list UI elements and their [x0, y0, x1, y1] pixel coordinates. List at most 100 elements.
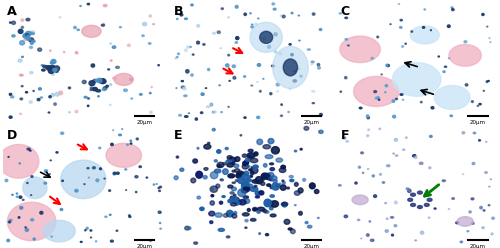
Ellipse shape	[234, 169, 240, 173]
Ellipse shape	[102, 88, 106, 91]
Ellipse shape	[473, 132, 476, 134]
Ellipse shape	[152, 24, 154, 25]
Ellipse shape	[250, 175, 252, 177]
Ellipse shape	[305, 221, 308, 224]
Ellipse shape	[226, 210, 233, 217]
Ellipse shape	[362, 172, 364, 173]
Ellipse shape	[394, 201, 398, 204]
Ellipse shape	[276, 83, 280, 86]
Ellipse shape	[110, 60, 112, 61]
Ellipse shape	[98, 147, 100, 149]
Ellipse shape	[222, 162, 226, 165]
Ellipse shape	[40, 211, 43, 214]
Ellipse shape	[8, 156, 9, 157]
Ellipse shape	[270, 195, 274, 197]
Ellipse shape	[491, 233, 493, 235]
Ellipse shape	[25, 227, 26, 228]
Ellipse shape	[212, 128, 215, 131]
Ellipse shape	[390, 24, 391, 25]
Ellipse shape	[174, 176, 178, 180]
Ellipse shape	[386, 64, 388, 66]
Ellipse shape	[304, 126, 309, 130]
Ellipse shape	[128, 215, 130, 216]
Ellipse shape	[26, 38, 30, 40]
Ellipse shape	[452, 198, 454, 199]
Ellipse shape	[112, 77, 116, 79]
Ellipse shape	[242, 189, 248, 193]
Ellipse shape	[394, 138, 398, 141]
Ellipse shape	[136, 138, 138, 140]
Ellipse shape	[206, 106, 210, 108]
Ellipse shape	[236, 37, 239, 40]
Ellipse shape	[392, 234, 394, 236]
Ellipse shape	[50, 65, 54, 68]
Ellipse shape	[84, 230, 86, 231]
Ellipse shape	[410, 26, 440, 44]
Ellipse shape	[228, 106, 229, 107]
Ellipse shape	[186, 70, 189, 73]
Ellipse shape	[86, 227, 88, 229]
Ellipse shape	[263, 78, 264, 79]
Ellipse shape	[369, 221, 370, 222]
Ellipse shape	[415, 240, 416, 241]
Ellipse shape	[294, 183, 298, 186]
Ellipse shape	[442, 180, 446, 182]
Ellipse shape	[339, 13, 342, 14]
Ellipse shape	[95, 79, 99, 82]
Ellipse shape	[68, 112, 70, 113]
Ellipse shape	[250, 218, 256, 221]
Ellipse shape	[346, 141, 348, 142]
Ellipse shape	[201, 93, 204, 95]
Ellipse shape	[150, 111, 152, 113]
Ellipse shape	[251, 26, 254, 28]
Ellipse shape	[289, 175, 294, 178]
Ellipse shape	[116, 230, 117, 231]
Ellipse shape	[252, 24, 253, 25]
Ellipse shape	[51, 73, 54, 75]
Ellipse shape	[260, 31, 272, 43]
Ellipse shape	[158, 187, 160, 189]
Ellipse shape	[46, 66, 51, 69]
Ellipse shape	[234, 164, 239, 168]
Ellipse shape	[256, 116, 260, 119]
Ellipse shape	[260, 178, 264, 182]
Ellipse shape	[434, 208, 436, 209]
Ellipse shape	[248, 149, 253, 152]
Ellipse shape	[30, 31, 34, 33]
Ellipse shape	[208, 142, 210, 144]
Ellipse shape	[289, 44, 291, 45]
Ellipse shape	[191, 4, 193, 6]
Ellipse shape	[210, 103, 213, 106]
Ellipse shape	[74, 27, 76, 29]
Ellipse shape	[25, 228, 28, 231]
Ellipse shape	[273, 8, 276, 10]
Ellipse shape	[26, 92, 28, 93]
Ellipse shape	[408, 189, 411, 192]
Ellipse shape	[282, 180, 284, 182]
Ellipse shape	[222, 169, 228, 174]
Ellipse shape	[104, 87, 107, 90]
Ellipse shape	[345, 39, 348, 40]
Ellipse shape	[270, 178, 272, 181]
Ellipse shape	[96, 90, 100, 92]
Ellipse shape	[250, 187, 258, 191]
Ellipse shape	[451, 7, 453, 8]
Ellipse shape	[224, 214, 228, 217]
Ellipse shape	[381, 74, 382, 75]
Ellipse shape	[294, 205, 296, 206]
Ellipse shape	[472, 101, 474, 102]
Ellipse shape	[300, 148, 302, 150]
Ellipse shape	[244, 117, 246, 118]
Ellipse shape	[54, 103, 56, 105]
Ellipse shape	[142, 35, 144, 36]
Ellipse shape	[434, 85, 470, 110]
Ellipse shape	[294, 191, 300, 195]
Ellipse shape	[16, 196, 18, 197]
Ellipse shape	[226, 160, 232, 163]
Text: F: F	[340, 129, 349, 142]
Ellipse shape	[180, 168, 184, 171]
Ellipse shape	[110, 104, 111, 105]
Ellipse shape	[130, 143, 132, 144]
Ellipse shape	[276, 158, 282, 162]
Ellipse shape	[243, 161, 248, 166]
